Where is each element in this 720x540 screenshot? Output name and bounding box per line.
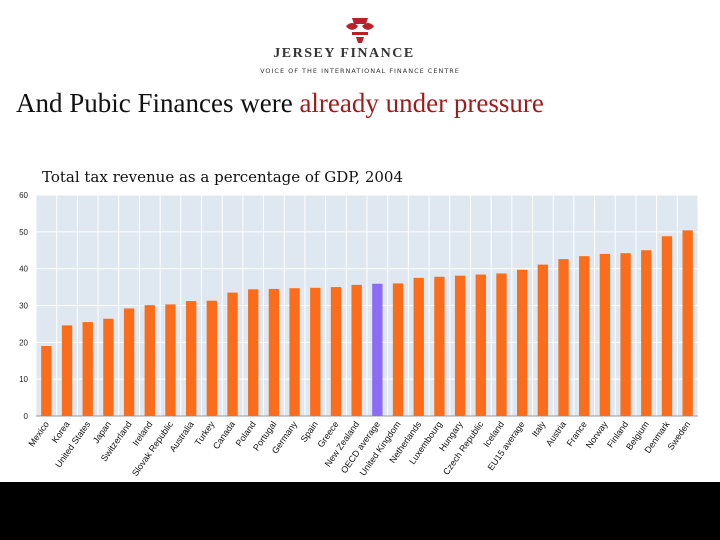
brand-tagline: VOICE OF THE INTERNATIONAL FINANCE CENTR… [260, 67, 460, 75]
bar [392, 283, 404, 416]
bar [558, 259, 569, 416]
bar [434, 276, 445, 416]
bar [579, 256, 590, 416]
bar [475, 274, 486, 416]
bar [206, 300, 218, 416]
x-tick-label: Norway [584, 419, 610, 450]
x-tick-label: Italy [530, 419, 548, 439]
y-tick-label: 50 [19, 228, 28, 237]
bar [144, 305, 155, 416]
bar [351, 284, 362, 416]
y-tick-label: 20 [19, 338, 28, 347]
bar [599, 253, 611, 416]
y-tick-label: 0 [24, 412, 29, 421]
bar [330, 287, 342, 416]
slide-title: And Pubic Finances were already under pr… [16, 88, 544, 119]
title-plain: And Pubic Finances were [16, 88, 300, 118]
title-accent: already under pressure [299, 88, 544, 118]
crest-icon [346, 18, 374, 43]
y-tick-label: 40 [19, 265, 28, 274]
bar [537, 264, 549, 416]
bar [454, 275, 466, 416]
x-tick-label: Austria [544, 419, 568, 448]
bar [682, 230, 693, 416]
chart-title: Total tax revenue as a percentage of GDP… [42, 168, 404, 186]
bar [165, 304, 176, 416]
bar [41, 346, 52, 416]
bar [496, 273, 507, 416]
bar [310, 287, 321, 416]
footer-bar [0, 482, 720, 540]
bar [289, 288, 300, 416]
jersey-finance-logo: JERSEY FINANCE VOICE OF THE INTERNATIONA… [260, 18, 460, 75]
y-tick-label: 10 [19, 375, 28, 384]
bar [268, 288, 280, 416]
bar [227, 292, 238, 416]
bar [661, 236, 673, 416]
bar [641, 250, 652, 416]
bar [248, 289, 259, 416]
bar [620, 253, 631, 416]
bar [413, 277, 424, 416]
brand-name: JERSEY FINANCE [273, 46, 414, 61]
bar [61, 325, 73, 416]
x-tick-label: Mexico [26, 419, 51, 448]
bar [82, 322, 93, 416]
bar-highlight [372, 283, 383, 416]
bar [103, 318, 114, 416]
bar [516, 269, 528, 416]
bar [185, 301, 197, 416]
y-tick-label: 30 [19, 302, 28, 311]
bar [123, 308, 135, 416]
y-tick-label: 60 [19, 191, 28, 200]
